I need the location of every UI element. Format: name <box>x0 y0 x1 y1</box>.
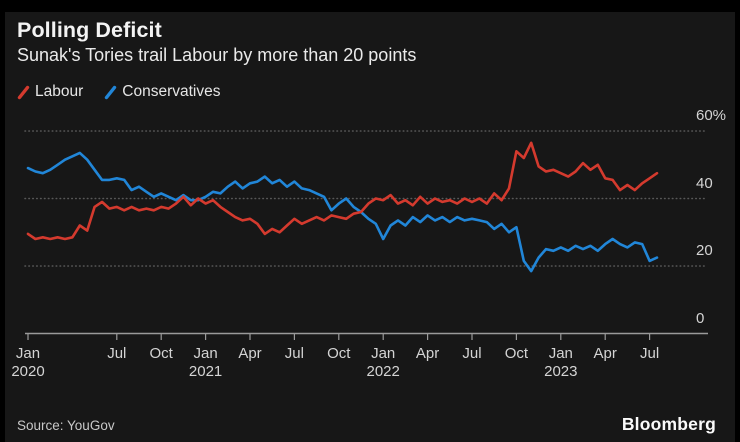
y-axis-label-0: 0 <box>696 309 705 327</box>
y-axis-label-20: 20 <box>696 242 713 259</box>
x-axis-year-label: 2021 <box>188 363 223 380</box>
y-axis-label-40: 40 <box>696 174 713 192</box>
bloomberg-logo: Bloomberg <box>621 414 716 434</box>
polling-line-chart <box>24 130 708 340</box>
legend-item-labour: Labour <box>17 83 83 101</box>
x-axis-year-label: 2020 <box>11 363 45 380</box>
legend-item-conservatives: Conservatives <box>104 83 220 101</box>
x-axis-tick-label: Oct <box>327 345 351 362</box>
x-axis-tick-label: Oct <box>504 345 529 362</box>
legend-label-labour: Labour <box>35 83 84 100</box>
x-axis-tick-label: Jan <box>15 345 41 362</box>
y-axis-label-60: 60% <box>696 107 727 124</box>
x-axis-year-label: 2022 <box>366 363 400 380</box>
labour-slash-icon <box>17 85 30 99</box>
conservatives-line <box>26 151 659 273</box>
legend: Labour Conservatives <box>17 83 220 101</box>
x-axis-tick-label: Jul <box>107 345 127 362</box>
conservatives-slash-icon <box>105 85 117 99</box>
page-title: Polling Deficit <box>17 18 162 42</box>
x-axis-tick-label: Apr <box>593 345 617 362</box>
x-axis-tick-label: Oct <box>149 345 173 362</box>
legend-label-conservatives: Conservatives <box>122 83 221 100</box>
x-axis-tick-label: Jul <box>284 345 304 362</box>
x-axis-tick-label: Jan <box>548 345 573 362</box>
x-axis-tick-label: Jul <box>462 345 482 362</box>
x-axis-year-label: 2023 <box>544 363 578 380</box>
x-axis-tick-label: Jan <box>193 345 218 362</box>
source-text: Source: YouGov <box>17 418 115 433</box>
page-subtitle: Sunak's Tories trail Labour by more than… <box>17 45 417 65</box>
x-axis-tick-label: Jul <box>640 345 660 362</box>
x-axis-tick-label: Jan <box>371 345 396 362</box>
chart-panel-background <box>5 12 735 442</box>
labour-line <box>26 141 659 241</box>
x-axis-tick-label: Apr <box>238 345 262 362</box>
x-axis-tick-label: Apr <box>415 345 440 362</box>
